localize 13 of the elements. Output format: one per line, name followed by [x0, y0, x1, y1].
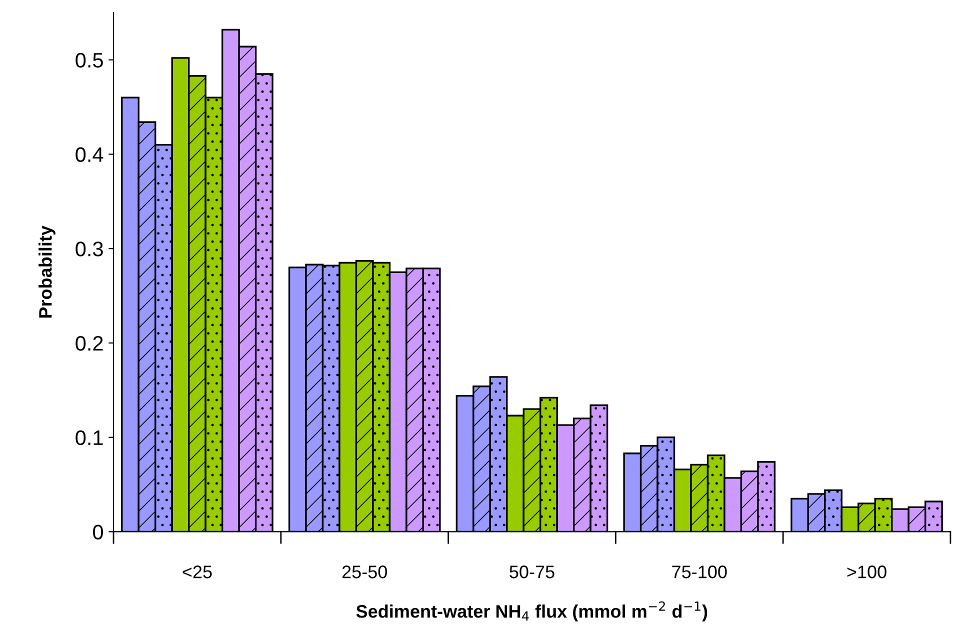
y-tick-label: 0.3	[76, 242, 103, 256]
y-axis-title: Probability	[38, 226, 56, 318]
x-tick-label: <25	[182, 566, 212, 578]
x-tick-label: >100	[847, 566, 886, 578]
x-tick-label: 50-75	[510, 566, 554, 578]
x-axis-title: Sediment-water NH$_{4}$ flux (mmol m$^{−2}$ d$^{−1}$)	[356, 601, 708, 622]
y-tick-label: 0	[93, 524, 103, 540]
y-tick-label: 0.5	[76, 52, 103, 68]
y-tick-label: 0.2	[76, 336, 103, 351]
x-tick-label: 75-100	[672, 566, 727, 578]
y-tick-label: 0.1	[76, 430, 103, 446]
x-tick-label: 25-50	[342, 566, 387, 578]
y-tick-label: 0.4	[76, 147, 104, 162]
